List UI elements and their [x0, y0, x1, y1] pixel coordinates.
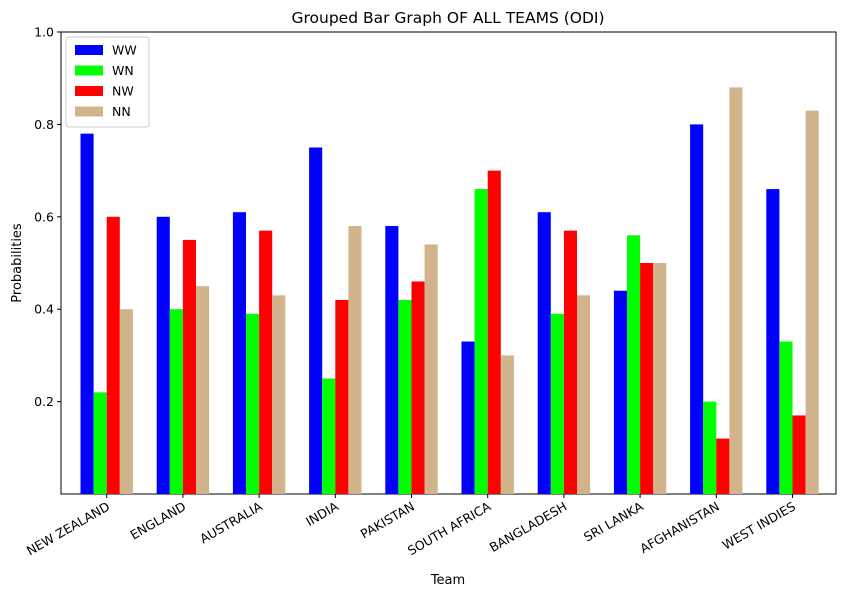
bar-ww-2	[232, 212, 246, 494]
bar-nn-2	[272, 295, 286, 494]
bar-ww-7	[613, 290, 627, 494]
y-tick-label: 1.0	[34, 25, 54, 40]
bar-wn-0	[93, 392, 107, 494]
bar-ww-8	[690, 124, 704, 495]
x-tick-label: SRI LANKA	[581, 498, 646, 544]
bar-nn-7	[653, 263, 667, 494]
legend-swatch-nn	[75, 106, 103, 117]
x-tick-label: SOUTH AFRICA	[405, 498, 494, 558]
legend-swatch-ww	[75, 45, 103, 55]
bar-wn-7	[627, 235, 641, 494]
bar-ww-0	[80, 133, 94, 494]
legend-swatch-nw	[75, 86, 103, 96]
bar-ww-9	[766, 189, 780, 494]
bar-nw-2	[259, 230, 273, 494]
bar-nw-3	[335, 299, 349, 494]
bar-wn-5	[474, 189, 488, 494]
legend-swatch-wn	[75, 65, 103, 76]
y-tick-label: 0.2	[34, 394, 54, 409]
legend-label-nn: NN	[112, 104, 131, 119]
plot-frame	[60, 31, 837, 495]
bar-wn-2	[246, 313, 260, 494]
legend-label-wn: WN	[112, 63, 134, 78]
bars-group	[80, 87, 819, 495]
x-tick-label: NEW ZEALAND	[24, 499, 112, 559]
x-tick-label: PAKISTAN	[358, 499, 417, 542]
bar-nw-1	[182, 239, 196, 494]
legend-label-nw: NW	[112, 84, 134, 99]
bar-ww-3	[309, 147, 323, 494]
bar-wn-6	[550, 313, 564, 494]
x-tick-label: WEST INDIES	[719, 499, 798, 553]
y-tick-label: 0.6	[34, 209, 54, 224]
bar-nw-9	[792, 415, 806, 494]
bar-nn-3	[348, 226, 362, 495]
legend-box	[65, 36, 150, 128]
legend-label-ww: WW	[112, 43, 137, 58]
x-tick-label: BANGLADESH	[487, 499, 570, 555]
bar-wn-4	[398, 299, 412, 494]
x-axis-label: Team	[430, 573, 465, 588]
bar-nw-0	[106, 216, 120, 495]
bar-nw-8	[716, 438, 730, 494]
bar-nn-4	[424, 244, 438, 494]
bar-nn-0	[119, 309, 133, 494]
bar-nw-4	[411, 281, 425, 494]
bar-nw-5	[487, 170, 501, 494]
y-tick-label: 0.8	[34, 117, 54, 132]
bar-nn-5	[500, 355, 514, 494]
legend: WW WN NW NN	[65, 36, 150, 128]
bar-nn-6	[577, 295, 591, 494]
x-axis: NEW ZEALAND ENGLAND AUSTRALIA INDIA PAKISTAN…	[24, 494, 798, 558]
y-tick-label: 0.4	[34, 302, 54, 317]
y-axis-label: Probabilities	[10, 223, 25, 303]
bar-ww-4	[385, 226, 399, 495]
x-tick-label: AFGHANISTAN	[637, 499, 722, 556]
y-axis: 0.2 0.4 0.6 0.8 1.0	[34, 25, 61, 409]
bar-nw-6	[563, 230, 577, 494]
bar-ww-1	[156, 216, 170, 495]
bar-ww-6	[537, 212, 551, 494]
chart-title: Grouped Bar Graph OF ALL TEAMS (ODI)	[291, 9, 604, 27]
x-tick-label: ENGLAND	[127, 499, 188, 543]
bar-wn-1	[169, 309, 183, 494]
x-tick-label: AUSTRALIA	[197, 498, 265, 546]
bar-ww-5	[461, 341, 475, 494]
bar-wn-3	[322, 378, 336, 494]
bar-wn-8	[703, 401, 717, 494]
bar-nn-8	[729, 87, 743, 494]
bar-nn-9	[805, 110, 819, 494]
x-tick-label: INDIA	[303, 498, 341, 529]
bar-wn-9	[779, 341, 793, 494]
bar-nn-1	[196, 286, 210, 494]
bar-nw-7	[640, 263, 654, 494]
